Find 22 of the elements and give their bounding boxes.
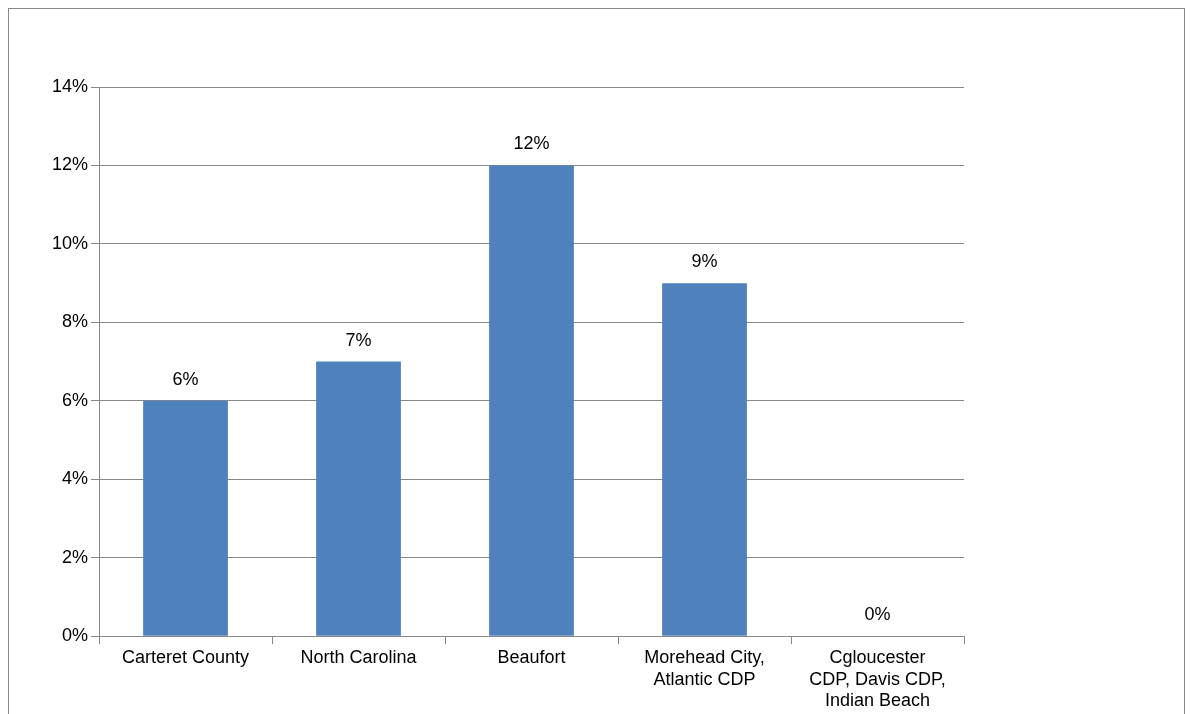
x-tick-label: Cgloucester CDP, Davis CDP, Indian Beach <box>809 646 946 711</box>
data-label: 9% <box>691 251 718 272</box>
x-tick-label: North Carolina <box>300 646 418 667</box>
bar <box>143 400 228 636</box>
bar <box>662 283 747 636</box>
bar <box>316 361 401 636</box>
y-tick-label: 6% <box>62 389 89 410</box>
data-label: 0% <box>864 604 891 625</box>
y-tick-label: 4% <box>62 468 89 489</box>
data-label: 7% <box>345 329 372 350</box>
data-label: 6% <box>172 368 199 389</box>
y-tick-label: 12% <box>52 154 89 175</box>
y-tick-label: 8% <box>62 311 89 332</box>
y-tick-label: 10% <box>52 232 89 253</box>
y-tick-label: 14% <box>52 75 89 96</box>
y-tick-label: 0% <box>62 625 89 646</box>
bar <box>489 165 574 636</box>
y-tick-label: 2% <box>62 546 89 567</box>
x-tick-label: Carteret County <box>121 646 250 667</box>
x-tick-label: Beaufort <box>497 646 566 667</box>
data-label: 12% <box>513 133 550 154</box>
x-tick-label: Morehead City, Atlantic CDP <box>644 646 765 689</box>
